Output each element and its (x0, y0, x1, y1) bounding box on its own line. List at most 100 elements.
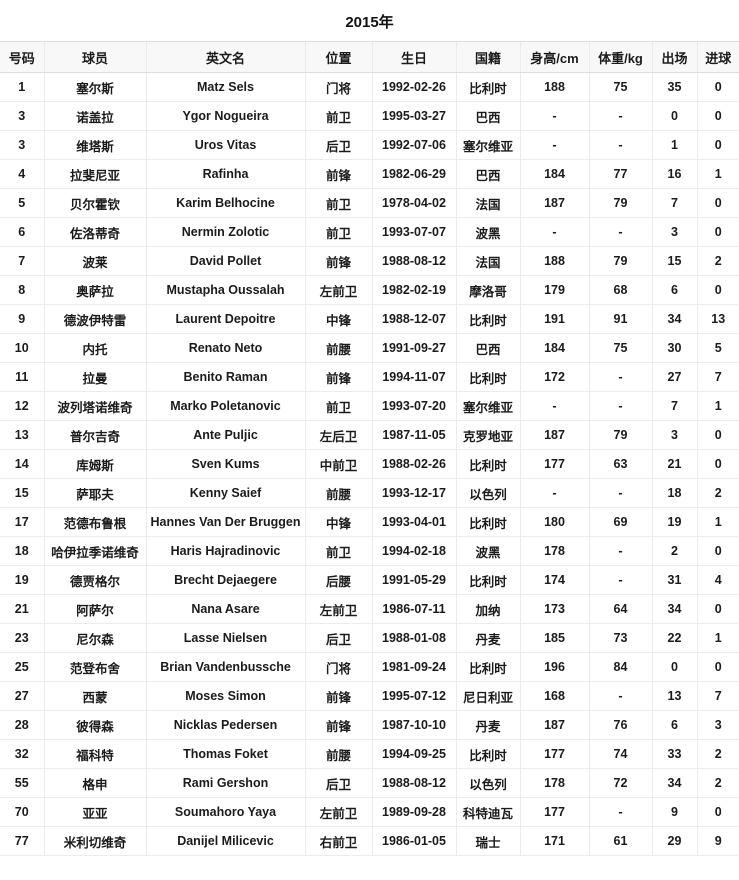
cell-weight: - (588, 391, 652, 421)
table-row: 1 塞尔斯 Matz Sels 门将 1992-02-26 比利时 188 75 35 0 (0, 72, 739, 102)
cell-player: 范德布鲁根 (43, 507, 146, 537)
cell-height: 177 (519, 797, 589, 827)
cell-english-name: Marko Poletanovic (145, 391, 305, 421)
table-row: 13 普尔吉奇 Ante Puljic 左后卫 1987-11-05 克罗地亚 187 79 3… (0, 420, 739, 450)
cell-position: 右前卫 (304, 826, 372, 856)
cell-english-name: Nicklas Pedersen (145, 710, 305, 740)
table-row: 77 米利切维奇 Danijel Milicevic 右前卫 1986-01-05 瑞士 1… (0, 826, 739, 856)
cell-player: 普尔吉奇 (43, 420, 146, 450)
cell-position: 后卫 (304, 623, 372, 653)
cell-english-name: Haris Hajradinovic (145, 536, 305, 566)
cell-birthday: 1994-02-18 (371, 536, 456, 566)
cell-appearances: 0 (651, 652, 697, 682)
cell-weight: 75 (588, 72, 652, 102)
cell-position: 左前卫 (304, 275, 372, 305)
cell-number: 8 (0, 275, 44, 305)
cell-birthday: 1992-02-26 (371, 72, 456, 102)
cell-weight: 79 (588, 188, 652, 218)
cell-weight: - (588, 101, 652, 131)
cell-appearances: 3 (651, 217, 697, 247)
cell-goals: 0 (696, 72, 739, 102)
cell-number: 4 (0, 159, 44, 189)
cell-number: 5 (0, 188, 44, 218)
cell-height: 187 (519, 710, 589, 740)
cell-height: 188 (519, 246, 589, 276)
cell-weight: 91 (588, 304, 652, 334)
cell-nationality: 比利时 (455, 304, 520, 334)
table-row: 11 拉曼 Benito Raman 前锋 1994-11-07 比利时 172-27 7 (0, 362, 739, 392)
table-row: 25 范登布舍 Brian Vandenbussche 门将 1981-09-24 比利时… (0, 652, 739, 682)
cell-position: 后卫 (304, 768, 372, 798)
cell-weight: 72 (588, 768, 652, 798)
table-row: 21 阿萨尔 Nana Asare 左前卫 1986-07-11 加纳 173 64 34 0 (0, 594, 739, 624)
cell-nationality: 巴西 (455, 159, 520, 189)
cell-position: 后腰 (304, 565, 372, 595)
cell-goals: 0 (696, 594, 739, 624)
cell-birthday: 1995-03-27 (371, 101, 456, 131)
cell-height: 196 (519, 652, 589, 682)
cell-weight: - (588, 130, 652, 160)
cell-weight: 74 (588, 739, 652, 769)
cell-birthday: 1988-08-12 (371, 246, 456, 276)
cell-player: 拉曼 (43, 362, 146, 392)
cell-appearances: 29 (651, 826, 697, 856)
cell-height: 178 (519, 536, 589, 566)
column-header-nationality: 国籍 (455, 41, 520, 73)
table-row: 6 佐洛蒂奇 Nermin Zolotic 前卫 1993-07-07 波黑 - -3 0 (0, 217, 739, 247)
cell-position: 后卫 (304, 130, 372, 160)
cell-english-name: Nana Asare (145, 594, 305, 624)
cell-player: 库姆斯 (43, 449, 146, 479)
cell-appearances: 27 (651, 362, 697, 392)
cell-english-name: Benito Raman (145, 362, 305, 392)
cell-nationality: 塞尔维亚 (455, 391, 520, 421)
cell-appearances: 35 (651, 72, 697, 102)
cell-goals: 0 (696, 420, 739, 450)
cell-goals: 0 (696, 130, 739, 160)
table-row: 55 格申 Rami Gershon 后卫 1988-08-12 以色列 178 72 34 2 (0, 768, 739, 798)
cell-player: 格申 (43, 768, 146, 798)
table-row: 9 德波伊特雷 Laurent Depoitre 中锋 1988-12-07 比利时 191… (0, 304, 739, 334)
cell-english-name: David Pollet (145, 246, 305, 276)
cell-player: 德贾格尔 (43, 565, 146, 595)
cell-position: 中锋 (304, 507, 372, 537)
cell-birthday: 1994-09-25 (371, 739, 456, 769)
cell-height: 184 (519, 333, 589, 363)
cell-weight: 68 (588, 275, 652, 305)
cell-player: 尼尔森 (43, 623, 146, 653)
cell-height: - (519, 478, 589, 508)
cell-birthday: 1995-07-12 (371, 681, 456, 711)
cell-nationality: 比利时 (455, 72, 520, 102)
column-header-position: 位置 (304, 41, 372, 73)
cell-player: 贝尔霍钦 (43, 188, 146, 218)
cell-number: 15 (0, 478, 44, 508)
cell-english-name: Karim Belhocine (145, 188, 305, 218)
column-header-english-name: 英文名 (145, 41, 305, 73)
page-title: 2015年 (345, 14, 394, 31)
cell-birthday: 1989-09-28 (371, 797, 456, 827)
cell-nationality: 比利时 (455, 362, 520, 392)
cell-player: 彼得森 (43, 710, 146, 740)
cell-player: 内托 (43, 333, 146, 363)
table-row: 32 福科特 Thomas Foket 前腰 1994-09-25 比利时 177 74 33 2 (0, 739, 739, 769)
cell-appearances: 0 (651, 101, 697, 131)
cell-nationality: 瑞士 (455, 826, 520, 856)
cell-goals: 2 (696, 478, 739, 508)
cell-nationality: 比利时 (455, 507, 520, 537)
cell-goals: 0 (696, 797, 739, 827)
table-row: 23 尼尔森 Lasse Nielsen 后卫 1988-01-08 丹麦 185 73 22 1 (0, 623, 739, 653)
table-row: 18 哈伊拉季诺维奇 Haris Hajradinovic 前卫 1994-02-18 波… (0, 536, 739, 566)
cell-height: 180 (519, 507, 589, 537)
cell-weight: 69 (588, 507, 652, 537)
cell-player: 拉斐尼亚 (43, 159, 146, 189)
table-row: 3 维塔斯 Uros Vitas 后卫 1992-07-06 塞尔维亚 - -1 0 (0, 130, 739, 160)
cell-nationality: 加纳 (455, 594, 520, 624)
cell-birthday: 1986-07-11 (371, 594, 456, 624)
cell-position: 门将 (304, 652, 372, 682)
cell-weight: 79 (588, 420, 652, 450)
cell-number: 3 (0, 130, 44, 160)
cell-birthday: 1988-02-26 (371, 449, 456, 479)
cell-number: 32 (0, 739, 44, 769)
cell-english-name: Ante Puljic (145, 420, 305, 450)
cell-goals: 13 (696, 304, 739, 334)
cell-nationality: 以色列 (455, 768, 520, 798)
